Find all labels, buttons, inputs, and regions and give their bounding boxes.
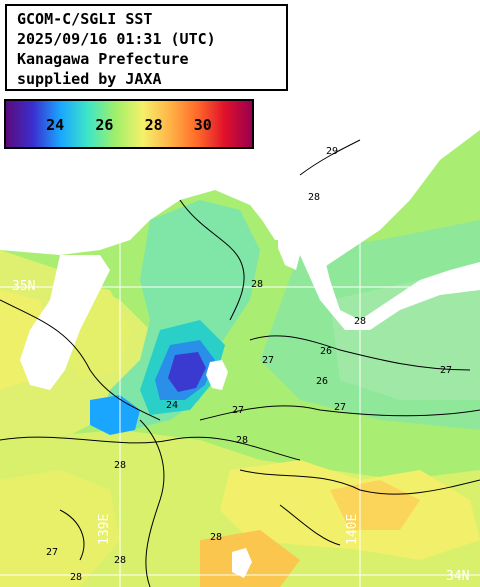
title-line-region: Kanagawa Prefecture [17, 50, 189, 68]
contour-label: 24 [166, 400, 178, 411]
island-south [232, 548, 252, 578]
contour-label: 26 [316, 376, 328, 387]
contour-label: 27 [46, 547, 58, 558]
sea-orange-patch-1 [330, 480, 420, 530]
contour-label: 29 [326, 146, 338, 157]
island-oshima [206, 360, 228, 390]
contour-label: 28 [251, 279, 263, 290]
lon-label-139e: 139E [97, 514, 112, 545]
contour-label: 28 [210, 532, 222, 543]
colorbar-ticks: 24 26 28 30 [6, 101, 252, 147]
contour-label: 27 [232, 405, 244, 416]
bay-deep [168, 352, 206, 392]
title-box: GCOM-C/SGLI SST 2025/09/16 01:31 (UTC) K… [5, 4, 288, 91]
land-miura [20, 255, 110, 390]
contour-labels: 29 28 27 28 28 27 26 26 27 27 28 28 28 2… [46, 146, 452, 583]
contour-label: 28 [70, 572, 82, 583]
contour-label: 28 [236, 435, 248, 446]
contour-label: 27 [334, 402, 346, 413]
title-line-credit: supplied by JAXA [17, 70, 162, 88]
colorbar-tick-24: 24 [46, 116, 65, 134]
bay-cyan [100, 200, 260, 430]
colorbar-tick-30: 30 [193, 116, 212, 134]
contour-label: 26 [320, 346, 332, 357]
bay-cool-west [90, 395, 140, 435]
contour-lines [0, 139, 480, 587]
grid-labels: 35N 35N 34N 139E 140E [12, 279, 469, 584]
lat-label-35n-left: 35N [12, 279, 35, 294]
contour-label: 27 [440, 365, 452, 376]
sst-colorbar: 24 26 28 30 [4, 99, 254, 149]
title-line-datetime: 2025/09/16 01:31 (UTC) [17, 30, 216, 48]
title-line-product: GCOM-C/SGLI SST [17, 10, 153, 28]
lat-label-34n-right: 34N [446, 569, 469, 584]
colorbar-tick-26: 26 [95, 116, 114, 134]
contour-label: 28 [308, 192, 320, 203]
lon-label-140e: 140E [345, 514, 360, 545]
land-boso [300, 240, 480, 330]
sea-east-pale [330, 280, 480, 400]
contour-label: 28 [354, 316, 366, 327]
lat-label-35n-right: 35N [446, 279, 469, 294]
contour-label: 27 [262, 355, 274, 366]
contour-label: 28 [114, 555, 126, 566]
contour-label: 28 [114, 460, 126, 471]
colorbar-tick-28: 28 [144, 116, 163, 134]
sea-left-bottom [0, 470, 120, 587]
land-boso-inner [278, 232, 300, 270]
